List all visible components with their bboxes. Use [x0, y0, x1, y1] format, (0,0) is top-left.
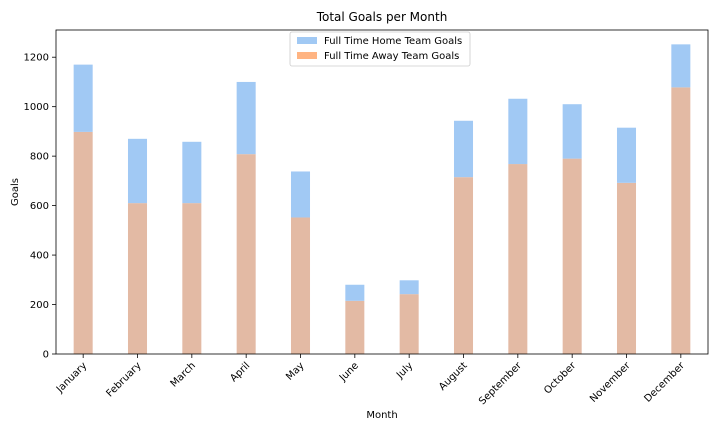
y-axis-label: Goals — [10, 178, 21, 206]
bar-home-december — [671, 44, 691, 88]
y-tick-label: 400 — [30, 251, 49, 262]
bar-home-october — [562, 104, 582, 159]
bar-overlap-july — [399, 294, 419, 354]
y-tick-label: 1200 — [24, 53, 49, 64]
bar-overlap-may — [290, 217, 311, 354]
bar-overlap-august — [453, 177, 474, 354]
y-tick-label: 0 — [43, 350, 49, 361]
bar-home-november — [616, 127, 637, 183]
bar-home-september — [508, 98, 528, 165]
bar-home-march — [182, 141, 202, 204]
bar-overlap-april — [236, 154, 256, 354]
bar-home-may — [290, 171, 311, 218]
y-tick-label: 600 — [30, 201, 49, 212]
bar-overlap-november — [616, 182, 637, 354]
y-tick-label: 800 — [30, 152, 49, 163]
bar-overlap-september — [508, 164, 528, 354]
legend: Full Time Home Team Goals Full Time Away … — [289, 31, 471, 67]
legend-box — [289, 31, 471, 67]
y-tick-label: 1000 — [24, 102, 49, 113]
bar-home-june — [345, 284, 365, 301]
axes-layer — [55, 29, 709, 355]
bar-overlap-october — [562, 158, 582, 354]
y-tick-label: 200 — [30, 300, 49, 311]
plot-frame — [55, 29, 709, 355]
bar-overlap-march — [182, 203, 202, 354]
x-axis-label: Month — [366, 410, 397, 421]
bar-overlap-june — [345, 300, 365, 354]
bar-home-august — [453, 120, 474, 178]
bar-home-january — [73, 64, 93, 132]
bar-home-july — [399, 280, 419, 295]
legend-swatch-away — [297, 52, 317, 59]
bar-home-april — [236, 81, 256, 155]
bar-overlap-january — [73, 131, 93, 354]
chart-title: Total Goals per Month — [316, 10, 448, 24]
bar-overlap-february — [127, 203, 148, 354]
bars-layer — [73, 44, 691, 354]
legend-label-away: Full Time Away Team Goals — [324, 51, 459, 62]
legend-label-home: Full Time Home Team Goals — [324, 36, 462, 47]
bar-home-february — [127, 138, 148, 204]
legend-swatch-home — [297, 37, 317, 44]
bar-overlap-december — [671, 87, 691, 354]
